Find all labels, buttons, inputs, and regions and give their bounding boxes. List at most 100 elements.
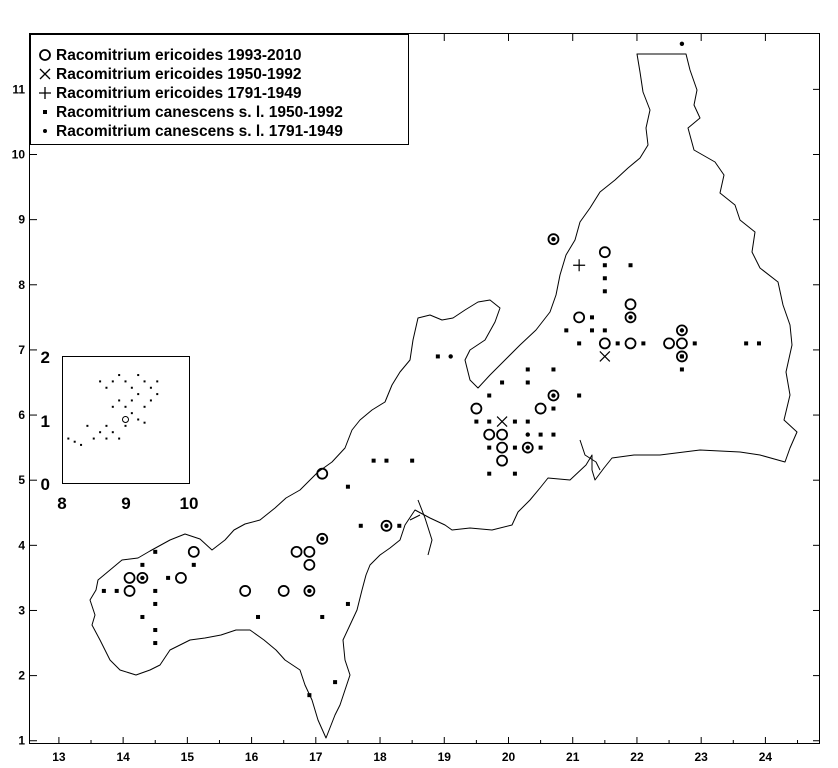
canescens-1950-1992-record [345, 601, 350, 606]
inset-record [73, 440, 76, 443]
canescens-1950-1992-record [358, 523, 363, 528]
canescens-1950-1992-record [500, 380, 505, 385]
inset-record [111, 405, 114, 408]
ericoides-1993-2010-record [598, 246, 611, 259]
ericoides-1993-2010-record [598, 337, 611, 350]
canescens-1950-1992-record [551, 432, 556, 437]
ericoides-1993-2010-record [663, 337, 675, 350]
ericoides-1993-2010-record [123, 571, 136, 584]
x-tick-label: 14 [116, 750, 130, 764]
small-dot-icon [43, 129, 47, 133]
canescens-1950-1992-record [602, 263, 607, 268]
y-tick-label: 1 [18, 734, 25, 748]
inset-x-tick: 8 [57, 494, 66, 513]
inset-record [118, 374, 121, 377]
inset-x-tick: 9 [121, 494, 130, 513]
inset-record [99, 431, 102, 434]
inset-record [80, 443, 83, 446]
small-square-icon [43, 110, 47, 114]
x-tick-label: 18 [373, 750, 387, 764]
legend-label: Racomitrium canescens s. l. 1791-1949 [56, 123, 343, 140]
inset-record [149, 399, 152, 402]
canescens-1950-1992-record [153, 588, 158, 593]
canescens-1791-1949-record [679, 41, 685, 46]
canescens-1950-1992-record [487, 393, 492, 398]
ericoides-1993-2010-record [470, 402, 483, 415]
y-tick-label: 2 [18, 669, 25, 683]
inset-record [118, 437, 121, 440]
canescens-1950-1992-record [615, 341, 620, 346]
ericoides-1993-2010-record [496, 441, 508, 454]
canescens-1950-1992-record [166, 575, 171, 580]
canescens-1791-1949-record [320, 536, 325, 542]
canescens-1950-1992-record [333, 680, 338, 685]
inset-record [137, 374, 140, 377]
inset-record [105, 437, 108, 440]
ericoides-1993-2010-record [547, 389, 560, 402]
canescens-1950-1992-record [551, 367, 556, 372]
inset-x-tick: 10 [180, 494, 199, 513]
legend: Racomitrium ericoides 1993-2010 Racomitr… [30, 34, 409, 145]
legend-label: Racomitrium canescens s. l. 1950-1992 [56, 104, 343, 121]
canescens-1950-1992-record [320, 614, 325, 619]
canescens-1950-1992-record [602, 276, 607, 281]
x-tick-label: 16 [245, 750, 259, 764]
canescens-1950-1992-record [101, 588, 106, 593]
inset-record [130, 386, 133, 389]
inset-location-marker [122, 416, 129, 423]
canescens-1950-1992-record [397, 523, 402, 528]
x-tick-label: 21 [566, 750, 580, 764]
ericoides-1993-2010-record [187, 545, 200, 558]
canescens-1950-1992-record [345, 484, 350, 489]
inset-record [92, 437, 95, 440]
ericoides-1993-2010-record [277, 585, 290, 597]
canescens-1950-1992-record [191, 562, 196, 567]
y-tick-label: 4 [18, 538, 25, 552]
inset-record [137, 393, 140, 396]
inset-record [124, 380, 127, 383]
ericoides-1993-2010-record [521, 441, 534, 454]
x-tick-label: 23 [694, 750, 708, 764]
inset-record [86, 424, 89, 427]
inset-record [105, 386, 108, 389]
ericoides-1993-2010-record [123, 585, 136, 597]
x-tick-label: 13 [52, 750, 66, 764]
canescens-1950-1992-record [435, 354, 440, 359]
ericoides-1993-2010-record [316, 467, 329, 480]
x-tick-label: 24 [759, 750, 773, 764]
inset-record [105, 424, 108, 427]
canescens-1791-1949-record [679, 328, 685, 333]
canescens-1791-1949-record [628, 315, 633, 320]
ericoides-1993-2010-record [136, 571, 149, 584]
canescens-1791-1949-record [679, 354, 685, 359]
canescens-1950-1992-record [538, 445, 543, 450]
ericoides-1993-2010-record [676, 337, 688, 350]
inset-record [124, 424, 127, 427]
inset-record [111, 431, 114, 434]
inset-record [137, 418, 140, 421]
ericoides-1993-2010-record [303, 585, 316, 597]
ericoides-1993-2010-record [483, 428, 496, 441]
canescens-1950-1992-record [512, 471, 517, 476]
ericoides-1993-2010-record [496, 454, 508, 467]
x-tick-label: 17 [309, 750, 323, 764]
ericoides-1993-2010-record [316, 532, 329, 545]
canescens-1950-1992-record [140, 562, 145, 567]
canescens-1950-1992-record [589, 315, 594, 320]
ericoides-1993-2010-record [303, 558, 316, 571]
legend-label: Racomitrium ericoides 1791-1949 [56, 85, 302, 102]
x-tick-label: 15 [181, 750, 195, 764]
canescens-1950-1992-record [756, 341, 761, 346]
canescens-1791-1949-record [140, 575, 145, 581]
inset-record [143, 421, 146, 424]
canescens-1950-1992-record [307, 693, 312, 698]
inset-record [156, 380, 159, 383]
y-tick-label: 9 [18, 213, 25, 227]
canescens-1950-1992-record [602, 328, 607, 333]
canescens-1950-1992-record [474, 419, 479, 424]
canescens-1950-1992-record [744, 341, 749, 346]
canescens-1950-1992-record [256, 614, 261, 619]
ericoides-1993-2010-record [624, 337, 637, 350]
canescens-1950-1992-record [602, 289, 607, 294]
